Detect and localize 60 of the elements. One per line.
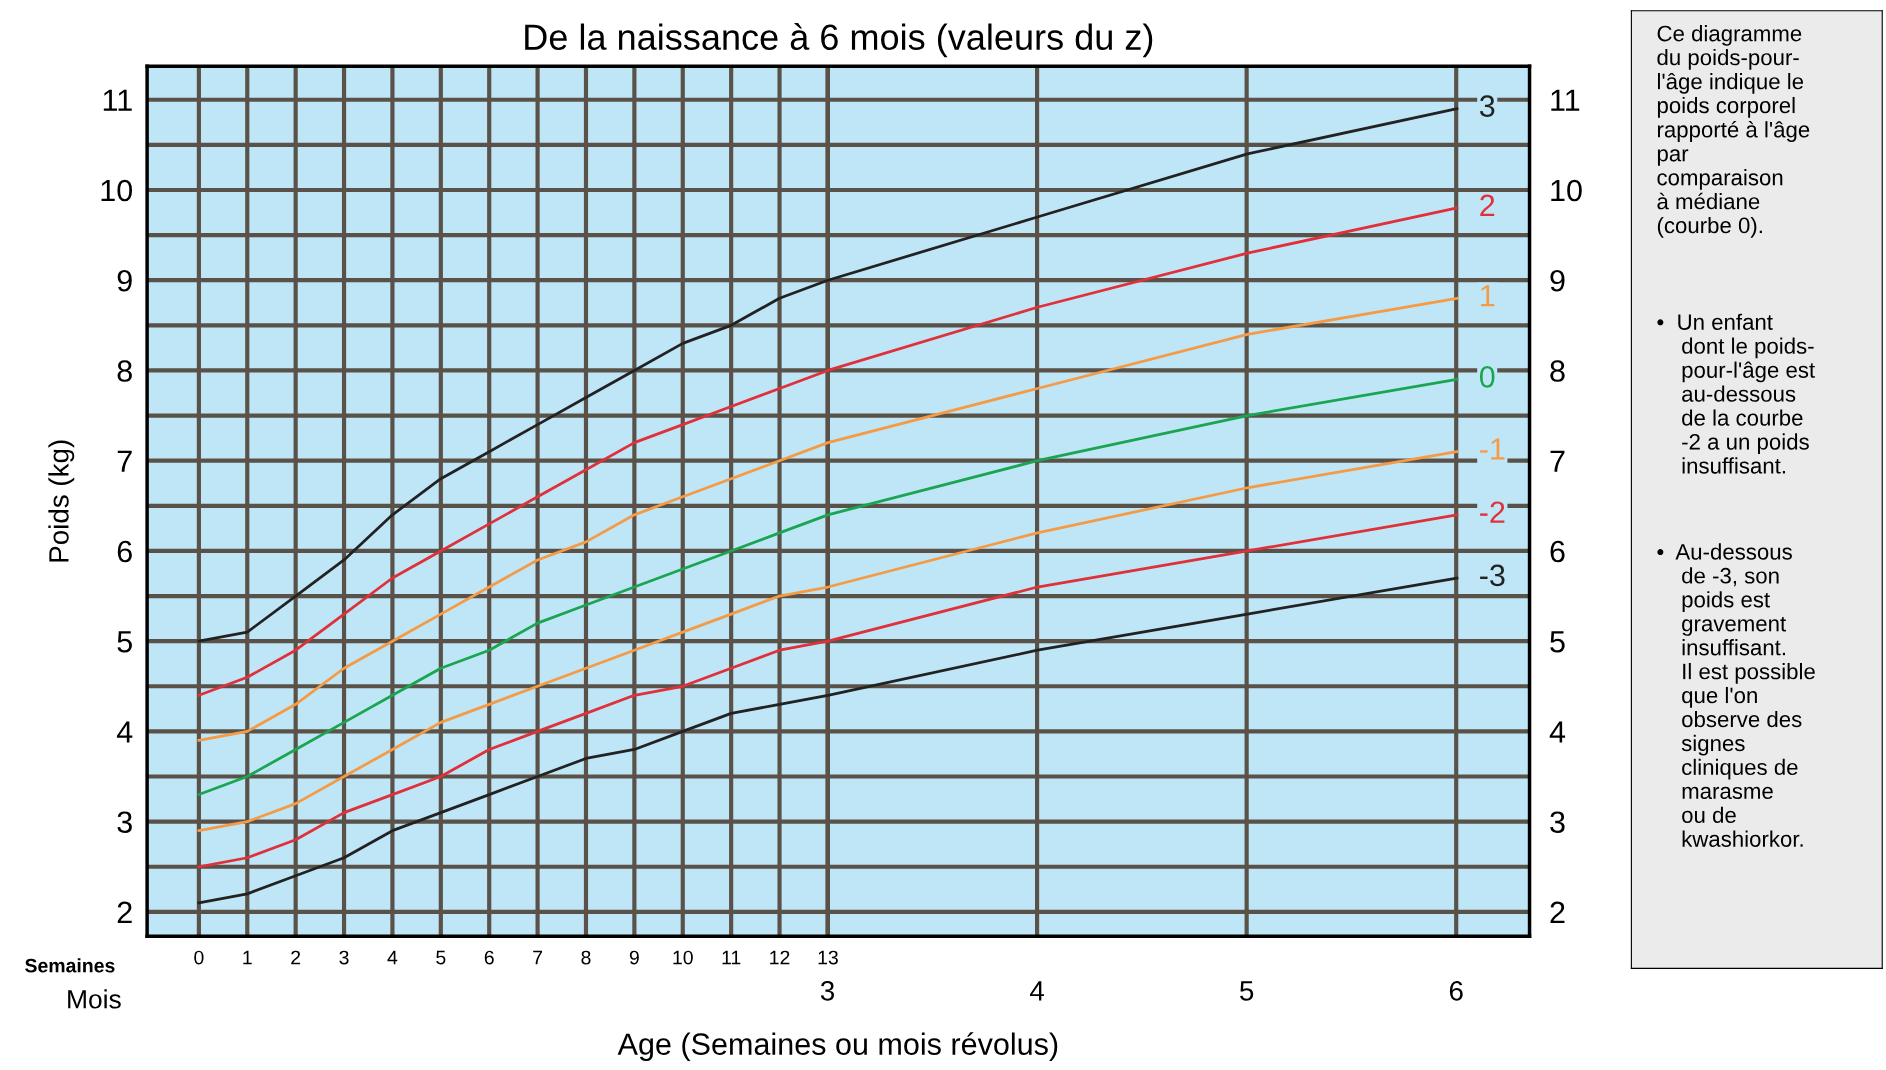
y2-tick-label: 10 — [1551, 179, 1582, 202]
chart-title: De la naissance à 6 mois (valeurs du z) — [525, 23, 1153, 58]
x-tick-label: 13 — [818, 950, 838, 965]
x-tick-label: 4 — [387, 950, 398, 965]
y2-tick-label: 6 — [1550, 540, 1565, 563]
y-tick-label: 3 — [117, 811, 132, 834]
y-tick-label: 9 — [117, 269, 132, 292]
text: Semaines — [25, 958, 115, 973]
series-label: 3 — [1479, 95, 1495, 117]
series-label: 0 — [1479, 366, 1495, 388]
line-series — [197, 576, 1459, 905]
y2-tick-label: 7 — [1550, 450, 1565, 472]
y-tick-label: 4 — [116, 721, 133, 743]
x2-tick-label: 6 — [1449, 980, 1463, 1001]
y2-tick-label: 2 — [1550, 901, 1565, 923]
x-tick-label: 8 — [581, 950, 591, 965]
y2-tick-label: 11 — [1551, 89, 1580, 111]
x-tick-label: 11 — [722, 950, 741, 965]
x-tick-label: 0 — [194, 950, 204, 965]
y-tick-label: 6 — [117, 540, 132, 563]
y2-tick-label: 9 — [1550, 269, 1565, 292]
y-tick-label: 5 — [117, 631, 132, 653]
x-tick-label: 2 — [291, 950, 301, 965]
y-tick-label: 2 — [117, 901, 132, 923]
text: • Au-dessous de -3, son poids est gravement insuffisant. Il est possible que l'on observe des signes cliniques de marasme ou de kwashiorkor. — [1657, 543, 1815, 847]
text: • Un enfant dont le poids- pour-l'âge est au-dessous de la courbe -2 a un poids insuffisant. — [1657, 313, 1815, 474]
y2-tick-label: 4 — [1549, 721, 1566, 743]
x-axis-title: Age (Semaines ou mois révolus) — [617, 1032, 1058, 1061]
series-label: 1 — [1481, 285, 1495, 307]
y-tick-label: 7 — [117, 450, 132, 472]
x-tick-label: 5 — [436, 950, 446, 965]
line-series — [197, 206, 1459, 697]
x2-tick-label: 3 — [820, 980, 835, 1001]
line-series — [197, 450, 1459, 833]
x-tick-label: 6 — [484, 950, 494, 965]
y2-tick-label: 8 — [1550, 360, 1565, 382]
x2-tick-label: 4 — [1030, 981, 1044, 1001]
x-tick-label: 3 — [339, 950, 349, 965]
series-label: 2 — [1480, 194, 1495, 216]
text: Ce diagramme du poids-pour- l'âge indique le poids corporel rapporté à l'âge par comparaison à médiane (courbe 0). — [1657, 25, 1810, 238]
y2-tick-label: 5 — [1550, 631, 1565, 653]
y-tick-label: 8 — [117, 360, 132, 382]
y2-tick-label: 3 — [1550, 811, 1565, 834]
line-series — [197, 107, 1459, 643]
x-tick-label: 7 — [533, 950, 543, 965]
y-tick-label: 11 — [103, 89, 132, 111]
y-tick-label: 10 — [101, 179, 133, 202]
y-axis-title: Poids (kg) — [48, 440, 75, 562]
series-label: -2 — [1480, 501, 1505, 523]
x2-tick-label: 5 — [1240, 981, 1254, 1001]
line-series — [197, 378, 1459, 796]
series-label: -1 — [1480, 438, 1505, 460]
line-series — [197, 513, 1459, 869]
x-tick-label: 10 — [673, 950, 693, 965]
x-tick-label: 12 — [770, 950, 790, 965]
x-tick-label: 1 — [243, 950, 252, 965]
x-tick-label: 9 — [629, 950, 639, 965]
line-series — [197, 296, 1459, 742]
series-label: -3 — [1480, 564, 1505, 587]
text: Mois — [68, 989, 121, 1009]
